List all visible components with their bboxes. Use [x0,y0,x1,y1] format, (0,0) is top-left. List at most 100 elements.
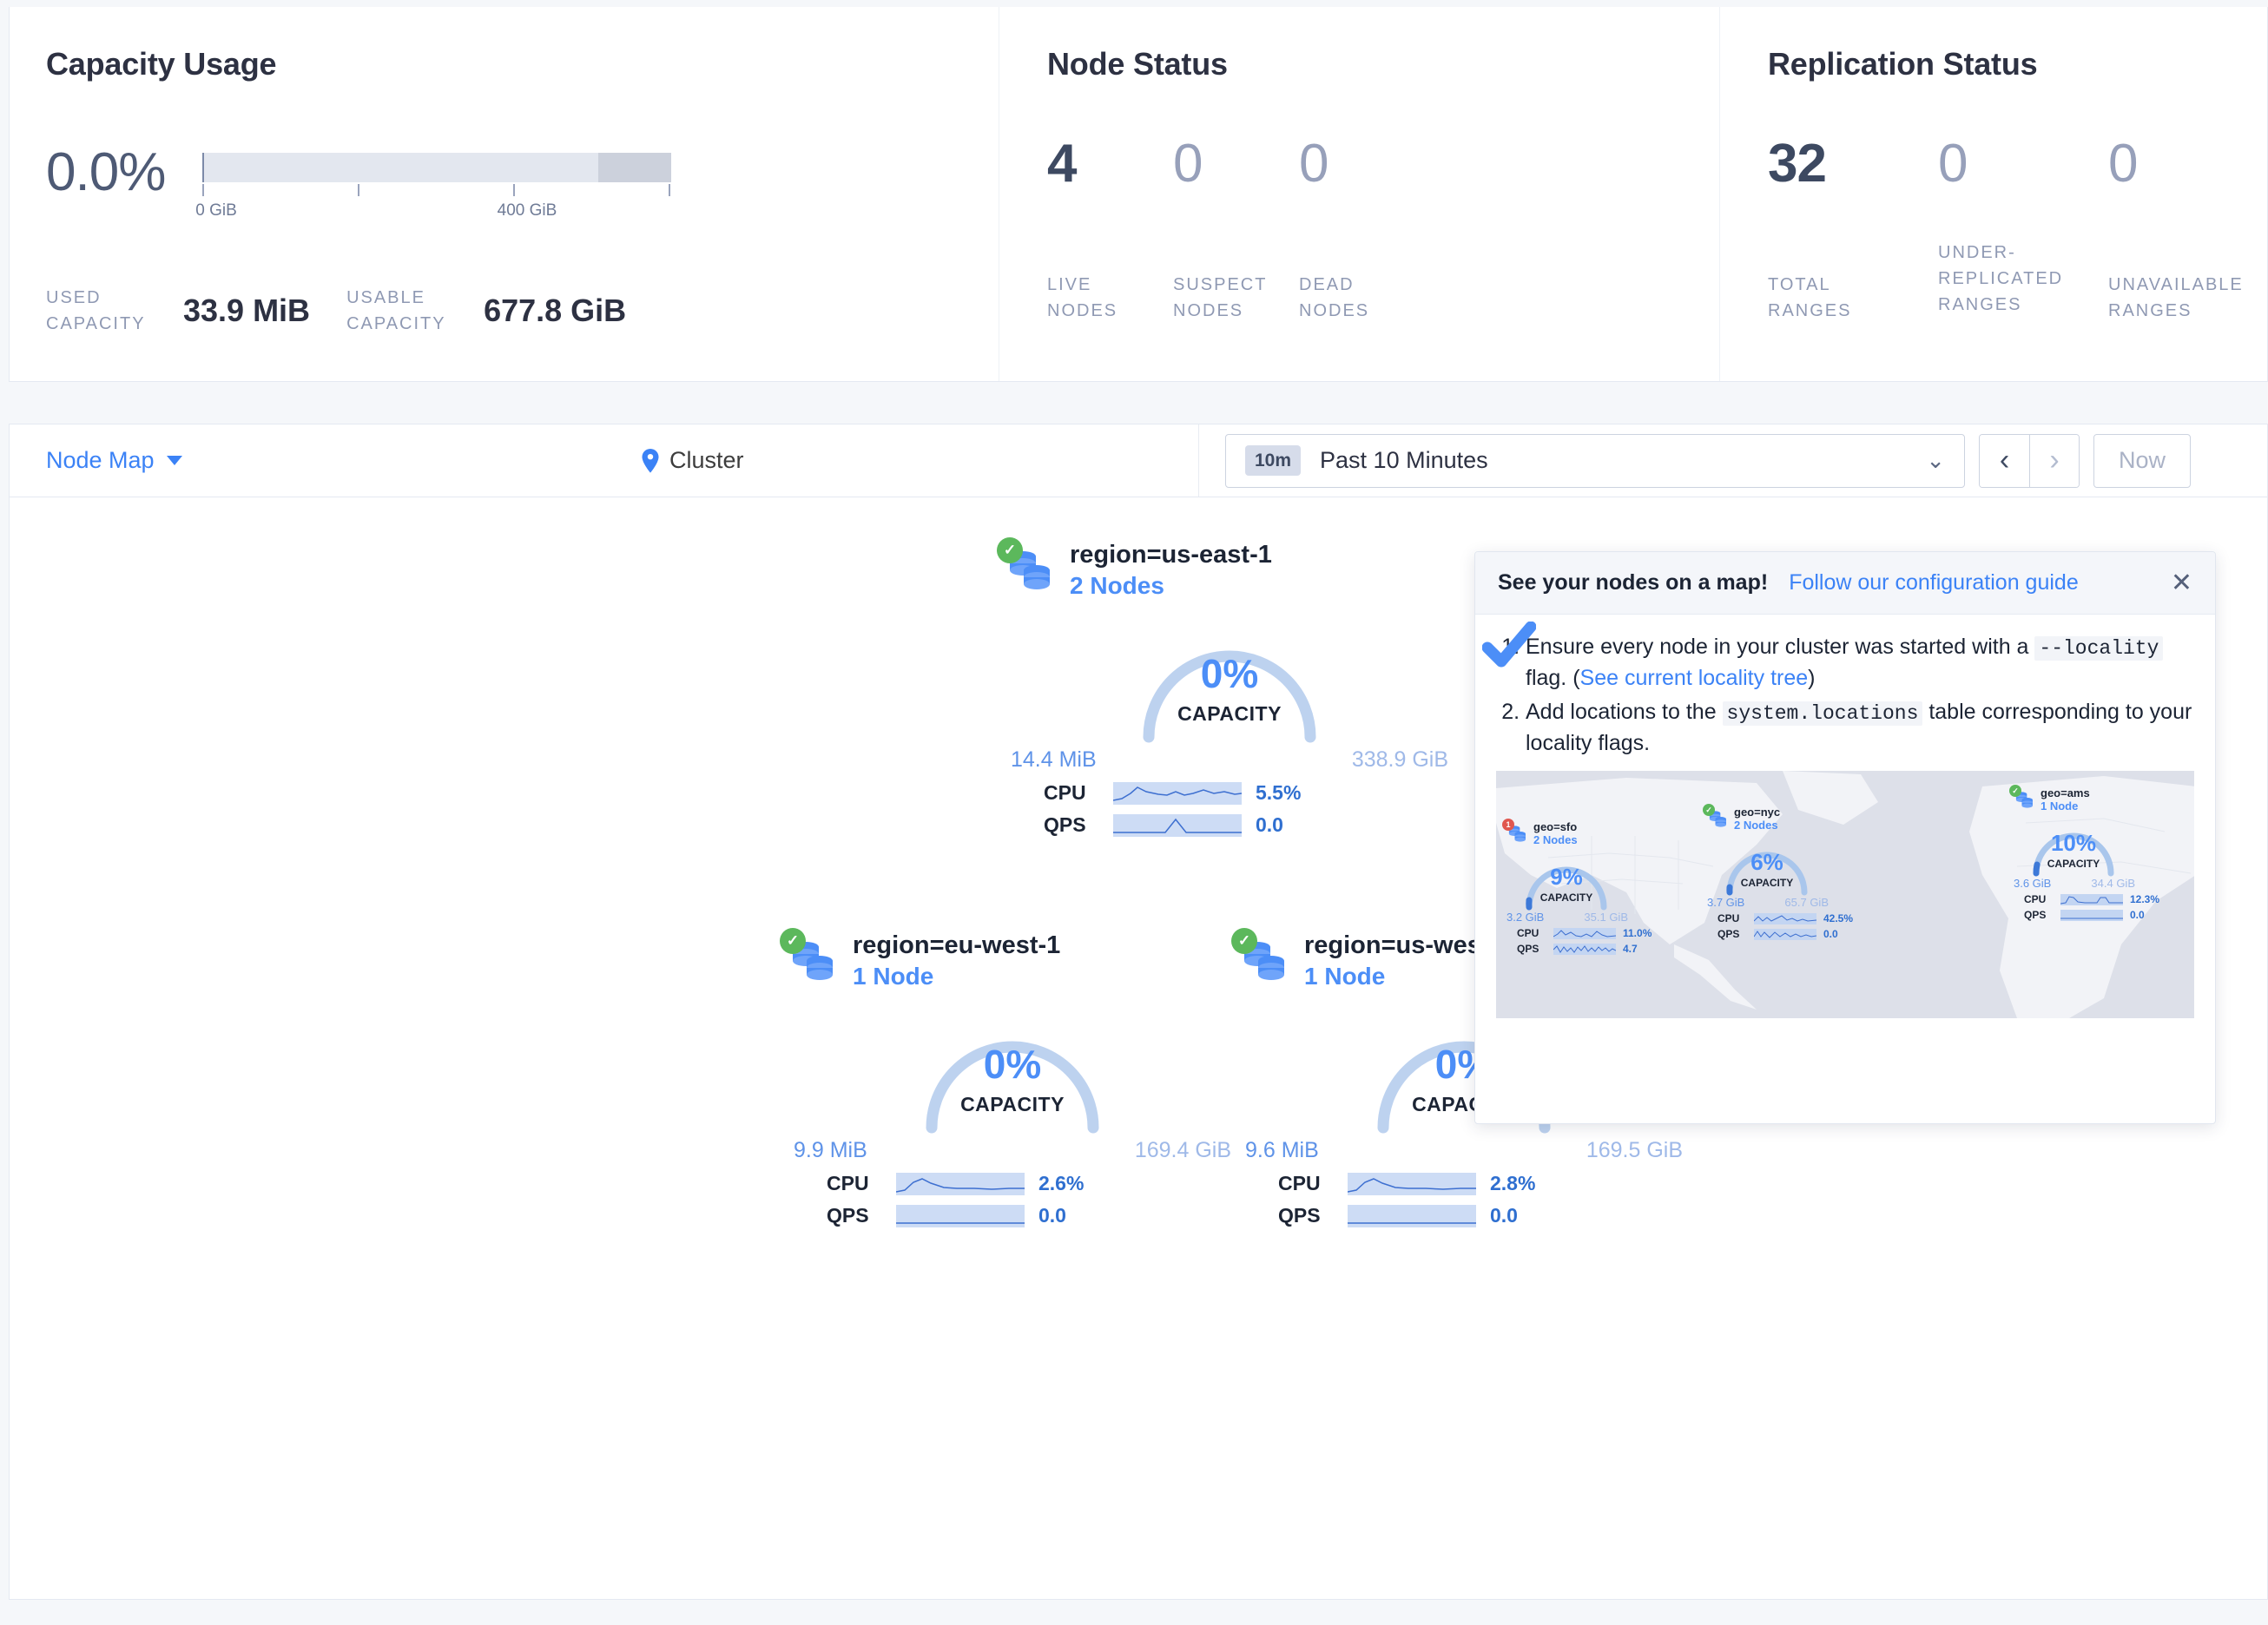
preview-gauge-caption: CAPACITY [1539,891,1593,905]
preview-capacity-gauge: 10% CAPACITY [2026,816,2121,878]
usable-capacity-label: USABLE CAPACITY [346,288,446,333]
prev-time-button[interactable]: ‹ [1980,434,2029,487]
preview-usage-row: 3.6 GiB 34.4 GiB [2014,877,2135,890]
preview-usage-row: 3.7 GiB 65.7 GiB [1707,896,1829,909]
preview-gauge-caption: CAPACITY [2047,858,2100,871]
locality-header: ✓ region=us-east-1 2 Nodes [997,537,1455,600]
preview-usage-used: 3.6 GiB [2014,877,2052,891]
stat-label: UNAVAILABLE RANGES [2108,275,2244,320]
qps-value: 0.0 [1256,813,1283,836]
popover-step-2: Add locations to the system.locations ta… [1526,697,2194,759]
node-map-dropdown[interactable]: Node Map [46,447,182,474]
used-capacity-label: USED CAPACITY [46,288,146,333]
preview-locality-header: ✓ geo=nyc 2 Nodes [1703,804,1853,832]
preview-cpu-sparkline [2060,893,2123,905]
preview-gauge-percent: 10% [2050,830,2097,857]
cpu-label: CPU [1044,781,1086,804]
stat-value: 4 [1047,134,1077,194]
preview-locality-header: 1 geo=sfo 2 Nodes [1502,819,1652,846]
capacity-bar-used [202,153,204,182]
preview-locality-nyc: ✓ geo=nyc 2 Nodes 6% CAPACITY [1703,804,1854,941]
qps-sparkline [1113,813,1242,837]
time-badge: 10m [1245,445,1302,476]
preview-usage-row: 3.2 GiB 35.1 GiB [1507,911,1628,924]
popover-step-1: Ensure every node in your cluster was st… [1526,632,2194,694]
usable-capacity-value: 677.8 GiB [484,293,627,328]
qps-metric-row: QPS 0.0 [1004,813,1455,837]
now-button[interactable]: Now [2093,433,2191,488]
usage-total: 169.4 GiB [1134,1138,1231,1162]
step2-text-a: Add locations to the [1526,700,1723,725]
gauge-percent: 0% [1200,651,1259,696]
preview-qps-value: 0.0 [2130,909,2145,922]
qps-sparkline [896,1204,1025,1227]
database-stack-icon: ✓ [1703,804,1728,830]
usage-row: 14.4 MiB 338.9 GiB [1004,747,1455,773]
breadcrumb[interactable]: Cluster [642,447,744,474]
summary-panel: Capacity Usage 0.0% 0 GiB 400 GiB [9,7,2268,382]
cpu-label: CPU [1278,1172,1321,1194]
next-time-button[interactable]: › [2029,434,2079,487]
preview-locality-meta: geo=sfo 2 Nodes [1533,820,1578,846]
step1-code: --locality [2034,636,2164,661]
used-capacity-value: 33.9 MiB [183,293,311,328]
preview-qps-value: 4.7 [1623,943,1638,956]
cpu-value: 2.8% [1490,1172,1536,1194]
map-toolbar: Node Map Cluster 10m Past 10 Minutes ⌄ [9,424,2268,497]
replication-status-title: Replication Status [1768,46,2038,82]
step1-text-c: ) [1808,665,1816,690]
usage-row: 9.6 MiB 169.5 GiB [1238,1138,1690,1163]
node-status-card: Node Status 4 LIVE NODES 0 SUSPECT NODES… [999,7,1720,381]
stat-value: 0 [1173,134,1203,194]
locality-card-eu-west-1[interactable]: ✓ region=eu-west-1 1 Node 0% CAPACITY 9.… [780,928,1238,1227]
configuration-guide-link[interactable]: Follow our configuration guide [1789,570,2079,595]
cpu-sparkline [1113,781,1242,805]
preview-usage-used: 3.2 GiB [1507,911,1545,924]
preview-cpu-row: CPU 12.3% [2014,893,2159,905]
preview-qps-value: 0.0 [1823,928,1838,941]
preview-qps-label: QPS [1717,928,1740,941]
stat-label: TOTAL RANGES [1768,275,1852,320]
chevron-down-icon [166,456,182,465]
node-map-label: Node Map [46,447,155,473]
map-pin-icon [642,448,659,473]
status-badge-ok: ✓ [1703,804,1715,817]
usable-capacity-kv: USABLE CAPACITY 677.8 GiB [346,285,626,337]
qps-label: QPS [1044,813,1086,836]
used-capacity-kv: USED CAPACITY 33.9 MiB [46,285,310,337]
close-icon[interactable]: ✕ [2170,568,2192,597]
preview-qps-sparkline [1754,928,1816,940]
locality-tree-link[interactable]: See current locality tree [1579,665,1809,690]
locality-meta: region=us-east-1 2 Nodes [1070,539,1272,600]
time-nav-group: ‹ › [1979,433,2080,488]
preview-cpu-value: 11.0% [1623,927,1652,940]
qps-value: 0.0 [1490,1204,1518,1227]
preview-qps-sparkline [2060,909,2123,921]
database-stack-icon: ✓ [1231,928,1289,987]
database-stack-icon: ✓ [780,928,837,987]
cpu-metric-row: CPU 2.6% [787,1172,1238,1195]
capacity-bar-wrapper: 0 GiB 400 GiB [195,153,671,224]
cpu-metric-row: CPU 5.5% [1004,781,1455,805]
gauge-percent: 0% [983,1042,1042,1087]
usage-total: 338.9 GiB [1351,747,1448,772]
chevron-down-icon: ⌄ [1926,447,1945,473]
stat-label: LIVE NODES [1047,275,1118,320]
stat-value: 0 [1938,134,1968,194]
breadcrumb-label: Cluster [669,447,744,473]
usage-used: 9.6 MiB [1245,1138,1319,1162]
qps-label: QPS [1278,1204,1321,1227]
world-map-preview: 1 geo=sfo 2 Nodes 9% CAPACITY [1496,771,2194,1019]
axis-tick [669,184,670,196]
preview-cpu-value: 42.5% [1823,912,1854,925]
time-range-select[interactable]: 10m Past 10 Minutes ⌄ [1225,433,1965,488]
stat-value: 0 [1299,134,1328,194]
step2-text-b: table corresponding to your locality fla… [1526,700,2192,755]
stat-live-nodes: 4 LIVE NODES [1047,134,1173,321]
locality-node-count: 1 Node [853,963,934,990]
step2-code: system.locations [1722,701,1923,727]
preview-cpu-label: CPU [2024,893,2047,906]
cpu-value: 2.6% [1038,1172,1085,1194]
preview-capacity-gauge: 9% CAPACITY [1519,850,1614,912]
locality-card-us-east-1[interactable]: ✓ region=us-east-1 2 Nodes 0% CAPACITY 1… [997,537,1455,837]
